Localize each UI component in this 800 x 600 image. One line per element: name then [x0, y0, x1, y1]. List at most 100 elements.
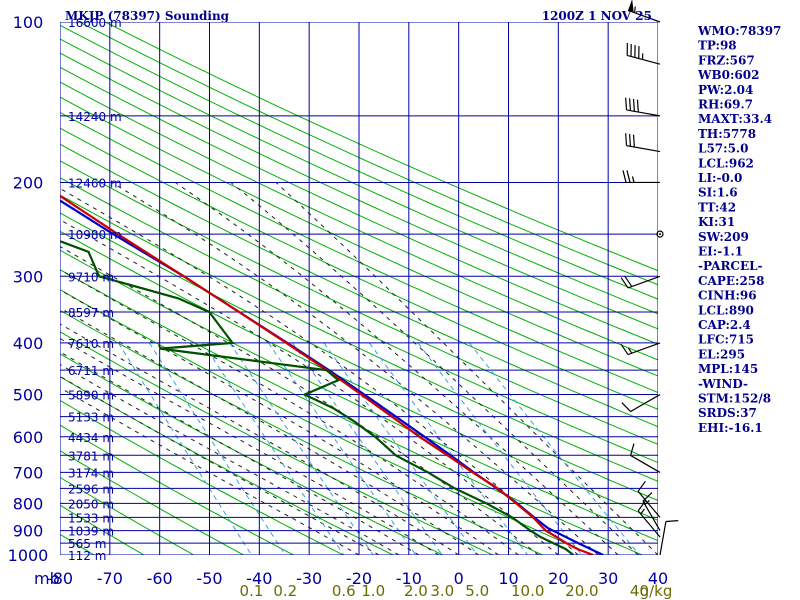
dry-adiabat-line: [60, 424, 295, 555]
index-value: -PARCEL-: [698, 259, 763, 273]
dry-adiabats: [60, 22, 658, 555]
barb-full: [629, 443, 635, 456]
dry-adiabat-line: [60, 177, 658, 464]
index-value: SI:1.6: [698, 186, 738, 200]
pressure-label: 900: [13, 522, 44, 541]
temperature-tick-label: 10: [498, 569, 518, 588]
barb-full: [620, 343, 629, 355]
dry-adiabat-line: [60, 289, 594, 555]
wind-barb: [629, 443, 661, 473]
index-value: PW:2.04: [698, 83, 753, 97]
height-label: 4434 m: [68, 431, 114, 445]
height-label: 8597 m: [68, 306, 114, 320]
index-value: MPL:145: [698, 362, 758, 376]
dry-adiabat-line: [60, 230, 658, 521]
barb-staff: [627, 342, 661, 356]
temperature-tick-label: -60: [147, 569, 173, 588]
height-label: 6711 m: [68, 364, 114, 378]
barb-full: [637, 480, 646, 492]
dewpoint-trace: [60, 240, 574, 555]
height-label: 7610 m: [68, 337, 114, 351]
index-value: EI:-1.1: [698, 245, 743, 259]
index-value: LCL:962: [698, 156, 754, 170]
temperature-tick-label: -30: [296, 569, 322, 588]
height-label: 1533 m: [68, 511, 114, 525]
index-value: RH:69.7: [698, 98, 753, 112]
index-value: SW:209: [698, 230, 749, 244]
valid-time: 1200Z 1 NOV 25: [542, 9, 652, 23]
dry-adiabat-line: [60, 111, 658, 394]
wind-barb: [625, 133, 661, 153]
mixing-ratio-unit-label: g/kg: [640, 582, 673, 600]
height-label: 1039 m: [68, 525, 114, 539]
dry-adiabat-line: [60, 504, 145, 555]
index-value: TT:42: [698, 200, 736, 214]
calm-wind-marker: [656, 230, 664, 238]
dry-adiabat-line: [60, 96, 658, 377]
barb-full: [632, 134, 635, 148]
dry-adiabat-line: [60, 353, 445, 555]
barb-full: [620, 277, 629, 289]
mixing-ratio-label: 1.0: [361, 582, 385, 600]
barb-full: [622, 170, 627, 183]
index-value: CAPE:258: [698, 274, 765, 288]
index-value: TH:5778: [698, 127, 756, 141]
mixing-ratio-label: 0.1: [240, 582, 264, 600]
calm-wind-dot: [659, 233, 661, 236]
index-value: MAXT:33.4: [698, 112, 772, 126]
mixing-ratio-label: 20.0: [565, 582, 598, 600]
height-label: 16600 m: [68, 16, 122, 30]
height-label: 2050 m: [68, 497, 114, 511]
barb-full: [625, 97, 628, 110]
pressure-label: 500: [13, 386, 44, 405]
dry-adiabat-line: [60, 450, 245, 555]
dry-adiabat-line: [60, 476, 195, 555]
dewpoint-line: [60, 240, 574, 555]
height-label: 12460 m: [68, 176, 122, 190]
wind-barb: [656, 230, 664, 238]
wind-barb: [620, 275, 661, 289]
barb-full: [626, 170, 631, 183]
index-value: -WIND-: [698, 377, 748, 391]
barb-full: [665, 520, 679, 523]
dry-adiabat-line: [60, 376, 395, 555]
dry-adiabat-line: [60, 331, 494, 555]
index-value: SRDS:37: [698, 406, 757, 420]
mixing-ratio-label: 3.0: [430, 582, 454, 600]
dry-adiabat-line: [60, 399, 345, 555]
barb-staff: [659, 521, 667, 556]
dry-adiabat-line: [60, 127, 658, 410]
pressure-label: 800: [13, 494, 44, 513]
barb-half: [634, 6, 636, 13]
moist-adiabat-line: [60, 363, 400, 555]
grid: [60, 22, 658, 555]
index-value: L57:5.0: [698, 142, 748, 156]
mixing-ratio-line: [148, 342, 286, 555]
height-label: 14240 m: [68, 110, 122, 124]
index-panel: WMO:78397TP:98FRZ:567WB0:602PW:2.04RH:69…: [697, 24, 781, 435]
wind-barb: [642, 492, 661, 531]
height-label: 5133 m: [68, 411, 114, 425]
dry-adiabat-line: [60, 52, 658, 330]
wind-barb: [620, 342, 661, 356]
temperature-tick-label: -40: [246, 569, 272, 588]
mixing-ratio-label: 0.6: [332, 582, 356, 600]
barb-full: [637, 500, 646, 512]
barb-staff: [642, 500, 661, 531]
dry-adiabat-line: [60, 81, 658, 361]
dry-adiabat-line: [60, 194, 658, 482]
height-label: 112 m: [68, 549, 106, 563]
barb-staff: [627, 9, 661, 23]
pressure-label: 600: [13, 428, 44, 447]
barb-full: [624, 275, 633, 287]
wind-barb: [637, 500, 661, 538]
wind-barb: [659, 520, 679, 556]
temperature-tick-label: 20: [548, 569, 568, 588]
mixing-ratio-line: [202, 342, 345, 555]
temperature-tick-label: 0: [454, 569, 464, 588]
temperature-tick-label: 40: [648, 569, 668, 588]
height-label: 2596 m: [68, 482, 114, 496]
pressure-label: 300: [13, 267, 44, 286]
mixing-ratio-label: 10.0: [511, 582, 544, 600]
